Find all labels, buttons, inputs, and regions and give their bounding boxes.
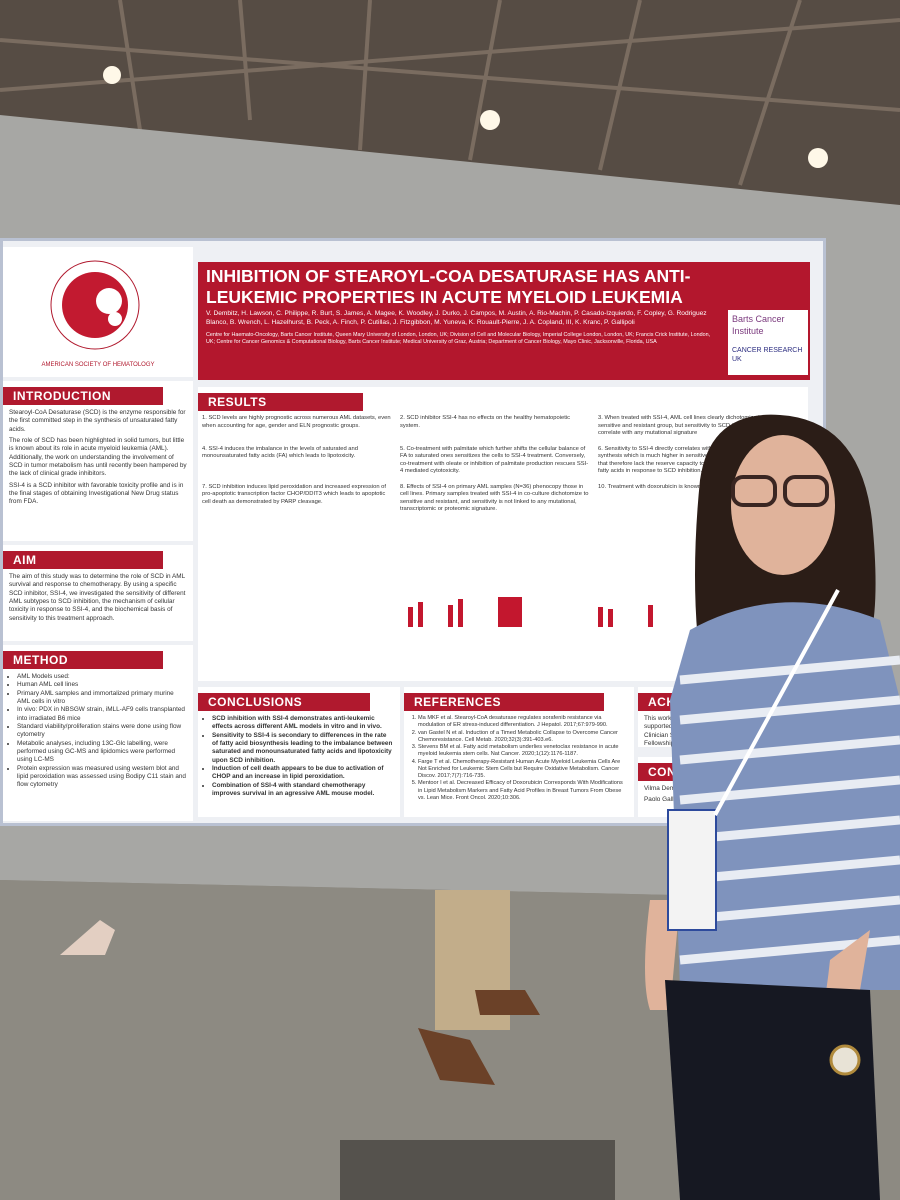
affiliations: Centre for Haemato-Oncology, Barts Cance… bbox=[206, 331, 711, 346]
reference-item: Stevens BM et al. Fatty acid metabolism … bbox=[418, 744, 628, 759]
result-item: 2. SCD inhibitor SSI-4 has no effects on… bbox=[400, 415, 571, 429]
result-item: 7. SCD inhibition induces lipid peroxida… bbox=[202, 483, 387, 505]
result-item: 5. Co-treatment with palmitate which fur… bbox=[400, 445, 589, 475]
poster-title: INHIBITION OF STEAROYL-COA DESATURASE HA… bbox=[198, 262, 810, 308]
section-heading: INTRODUCTION bbox=[3, 387, 163, 405]
title-line: LEUKEMIC PROPERTIES IN ACUTE MYELOID LEU… bbox=[206, 287, 683, 307]
references: REFERENCES Ma MKF et al. Stearoyl-CoA de… bbox=[404, 687, 634, 817]
contact-name: Paolo Gallipoli bbox=[644, 796, 685, 804]
section-heading: AIM bbox=[3, 551, 163, 569]
title-banner: INHIBITION OF STEAROYL-COA DESATURASE HA… bbox=[198, 262, 810, 380]
authors: V. Dembitz, H. Lawson, C. Philippe, R. B… bbox=[206, 310, 707, 326]
result-item: 3. When treated with SSI-4, AML cell lin… bbox=[598, 415, 779, 437]
section-heading: RESULTS bbox=[198, 393, 363, 411]
result-item: 10. Treatment with doxorubicin is known … bbox=[598, 483, 773, 490]
title-line: INHIBITION OF STEAROYL-COA DESATURASE HA… bbox=[206, 266, 691, 286]
method-item: Standard viability/proliferation stains … bbox=[17, 723, 187, 740]
paragraph: This work was supported by Clinician Sci… bbox=[644, 715, 694, 747]
method-item: Primary AML samples and immortalized pri… bbox=[17, 690, 187, 707]
list: Ma MKF et al. Stearoyl-CoA desaturase re… bbox=[404, 715, 634, 802]
reference-item: Farge T et al. Chemotherapy-Resistant Hu… bbox=[418, 759, 628, 781]
partner-logos: Barts Cancer Institute CANCER RESEARCH U… bbox=[728, 310, 808, 375]
ash-logo: AMERICAN SOCIETY OF HEMATOLOGY bbox=[3, 247, 193, 377]
result-item: 8. Effects of SSI-4 on primary AML sampl… bbox=[400, 483, 589, 513]
reference-item: van Gastel N et al. Induction of a Timed… bbox=[418, 730, 628, 745]
paragraph: The aim of this study was to determine t… bbox=[9, 573, 186, 622]
conclusion-item: SCD inhibition with SSI-4 demonstrates a… bbox=[212, 715, 394, 732]
aim: AIM The aim of this study was to determi… bbox=[3, 545, 193, 641]
conclusion-item: Sensitivity to SSI-4 is secondary to dif… bbox=[212, 732, 394, 765]
method-item: Human AML cell lines bbox=[17, 681, 187, 689]
result-item: 1. SCD levels are highly prognostic acro… bbox=[202, 415, 391, 429]
paragraph: SSI-4 is a SCD inhibitor with favorable … bbox=[9, 481, 184, 506]
section-heading: REFERENCES bbox=[404, 693, 604, 711]
section-heading: CONCLUSIONS bbox=[198, 693, 370, 711]
method-item: AML Models used: bbox=[17, 673, 187, 681]
conclusion-item: Induction of cell death appears to be du… bbox=[212, 765, 394, 782]
logo-text: Barts Cancer Institute bbox=[732, 314, 785, 336]
list: SCD inhibition with SSI-4 demonstrates a… bbox=[198, 715, 400, 798]
list: AML Models used:Human AML cell linesPrim… bbox=[3, 673, 193, 790]
reference-item: Ma MKF et al. Stearoyl-CoA desaturase re… bbox=[418, 715, 628, 730]
method-item: Metabolic analyses, including 13C-Glc la… bbox=[17, 740, 187, 765]
results-body: 1. SCD levels are highly prognostic acro… bbox=[198, 415, 808, 522]
conclusion-item: Combination of SSI-4 with standard chemo… bbox=[212, 782, 394, 799]
method-item: In vivo: PDX in NBSGW strain, iMLL-AF9 c… bbox=[17, 706, 187, 723]
contact-name: Vilma Dembitz bbox=[644, 785, 686, 792]
logo-text: CANCER RESEARCH UK bbox=[732, 347, 803, 364]
paragraph: Stearoyl-CoA Desaturase (SCD) is the enz… bbox=[9, 409, 186, 433]
conclusions: CONCLUSIONS SCD inhibition with SSI-4 de… bbox=[198, 687, 400, 817]
paragraph: The role of SCD has been highlighted in … bbox=[9, 436, 187, 478]
result-item: 4. SSI-4 induces the imbalance in the le… bbox=[202, 445, 358, 460]
method-item: Protein expression was measured using we… bbox=[17, 765, 187, 790]
method: METHOD AML Models used:Human AML cell li… bbox=[3, 645, 193, 821]
reference-item: Mentoor I et al. Decreased Efficacy of D… bbox=[418, 780, 628, 802]
result-item: 6. Sensitivity to SSI-4 directly correla… bbox=[598, 445, 788, 475]
figures bbox=[408, 597, 653, 627]
section-heading: METHOD bbox=[3, 651, 163, 669]
logo-text: AMERICAN SOCIETY OF HEMATOLOGY bbox=[41, 362, 155, 368]
introduction: INTRODUCTION Stearoyl-CoA Desaturase (SC… bbox=[3, 381, 193, 541]
